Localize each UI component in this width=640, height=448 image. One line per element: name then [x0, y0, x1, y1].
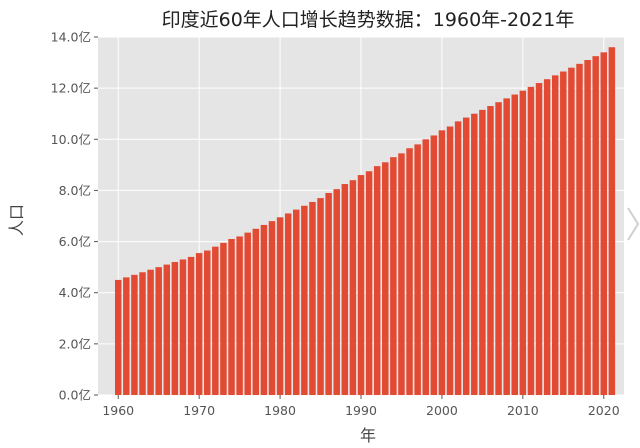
- bar: [293, 209, 300, 395]
- bar: [309, 201, 316, 395]
- x-tick-label: 1980: [264, 403, 296, 418]
- x-axis-ticks: 1960 1970 1980 1990 2000 2010 2020: [102, 395, 620, 418]
- chart-title: 印度近60年人口增长趋势数据：1960年-2021年: [162, 9, 575, 31]
- y-tick-label: 10.0亿: [51, 132, 91, 147]
- y-tick-label: 6.0亿: [59, 234, 91, 249]
- bar: [187, 256, 195, 395]
- bar: [349, 180, 357, 395]
- bar: [139, 272, 146, 395]
- bar: [454, 121, 462, 395]
- bar: [462, 117, 470, 396]
- bar: [487, 106, 494, 396]
- bar: [519, 90, 527, 395]
- bar: [171, 262, 179, 395]
- bar: [123, 277, 130, 395]
- bar: [479, 109, 486, 395]
- x-tick-label: 1960: [102, 403, 134, 418]
- bar: [608, 47, 616, 395]
- bar: [131, 274, 138, 395]
- y-axis-label: 人口: [7, 204, 26, 236]
- bar: [543, 79, 551, 395]
- watermark: 头条 @王光之话史: [512, 421, 628, 438]
- y-axis-ticks: 0.0亿 2.0亿 4.0亿 6.0亿 8.0亿 10.0亿 12.0亿 14.0亿: [51, 30, 98, 403]
- bar: [284, 213, 292, 395]
- y-tick-label: 4.0亿: [59, 285, 91, 300]
- bar: [471, 113, 478, 395]
- bar: [317, 198, 324, 395]
- bar: [527, 86, 535, 395]
- x-tick-label: 2020: [588, 403, 620, 418]
- bar: [333, 189, 340, 395]
- bar: [155, 267, 162, 395]
- bar: [220, 242, 227, 395]
- x-tick-label: 2010: [507, 403, 539, 418]
- bar: [325, 192, 332, 395]
- bar: [341, 184, 349, 395]
- bar: [365, 171, 373, 395]
- bar: [576, 63, 583, 395]
- bar: [163, 264, 171, 395]
- bar: [357, 175, 365, 395]
- y-tick-label: 0.0亿: [59, 388, 91, 403]
- y-tick-label: 12.0亿: [51, 81, 91, 96]
- bar: [430, 135, 438, 395]
- bar: [260, 224, 268, 395]
- bar: [551, 75, 559, 395]
- bar: [252, 228, 260, 395]
- y-tick-label: 14.0亿: [51, 30, 91, 45]
- x-tick-label: 1970: [183, 403, 215, 418]
- bar: [276, 217, 284, 395]
- bar: [228, 239, 235, 395]
- bar: [382, 162, 389, 395]
- bar: [584, 60, 591, 396]
- bar: [600, 52, 608, 395]
- bar: [179, 259, 187, 395]
- bar: [147, 269, 154, 395]
- bar: [398, 153, 405, 395]
- bar: [212, 246, 219, 395]
- bar: [373, 166, 381, 395]
- bar: [495, 102, 502, 395]
- bar: [390, 157, 397, 395]
- bar: [301, 205, 308, 395]
- bar: [244, 232, 251, 395]
- x-axis-label: 年: [360, 426, 376, 445]
- bars: [114, 47, 616, 396]
- bar: [195, 253, 203, 395]
- x-tick-label: 1990: [345, 403, 377, 418]
- bar: [503, 98, 510, 395]
- bar: [592, 56, 599, 396]
- y-tick-label: 2.0亿: [59, 336, 91, 351]
- bar: [114, 279, 122, 395]
- bar: [236, 236, 243, 395]
- bar: [414, 144, 421, 395]
- bar: [511, 94, 518, 396]
- chevron-right-icon[interactable]: [626, 204, 640, 244]
- bar: [446, 126, 454, 395]
- bar: [204, 250, 211, 395]
- bar: [438, 130, 446, 396]
- bar: [560, 71, 567, 396]
- bar: [268, 221, 276, 395]
- x-tick-label: 2000: [426, 403, 458, 418]
- bar: [406, 148, 413, 395]
- y-tick-label: 8.0亿: [59, 183, 91, 198]
- bar: [535, 83, 543, 396]
- bar: [568, 67, 575, 395]
- bar: [422, 139, 429, 395]
